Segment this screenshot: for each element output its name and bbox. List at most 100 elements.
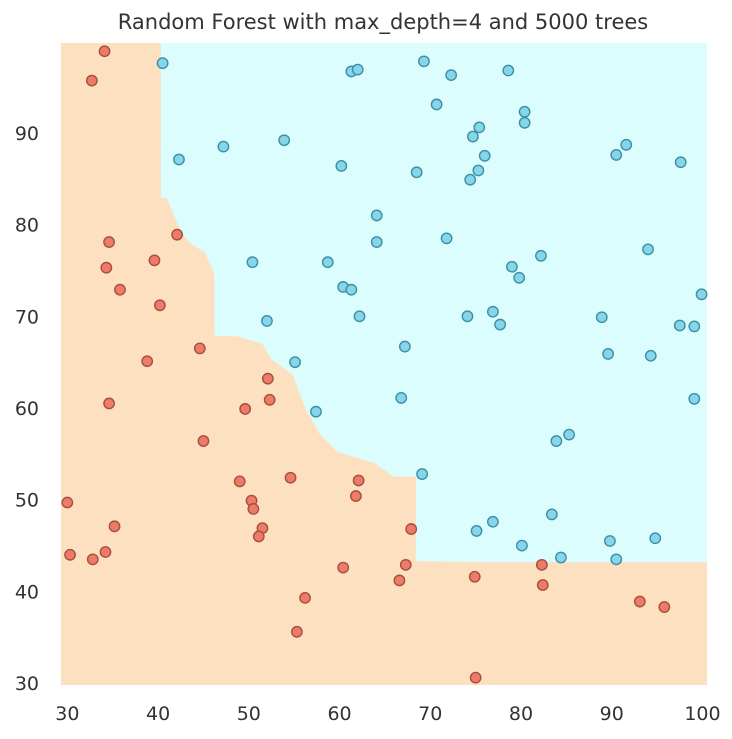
data-point-class-1-51 — [417, 469, 427, 479]
data-point-class-1-15 — [473, 165, 483, 175]
data-point-class-1-50 — [551, 436, 561, 446]
data-point-class-0-10 — [104, 398, 114, 408]
y-tick-label-90: 90 — [15, 123, 39, 145]
data-point-class-1-52 — [471, 526, 481, 536]
data-point-class-1-2 — [218, 141, 228, 151]
data-point-class-1-35 — [462, 311, 472, 321]
y-tick-label-60: 60 — [15, 398, 39, 420]
data-point-class-0-36 — [537, 560, 547, 570]
data-point-class-0-34 — [470, 572, 480, 582]
data-point-class-1-59 — [650, 533, 660, 543]
data-point-class-1-40 — [689, 321, 699, 331]
data-point-class-0-33 — [406, 524, 416, 534]
data-point-class-0-31 — [394, 575, 404, 585]
data-point-class-0-39 — [659, 602, 669, 612]
data-point-class-1-23 — [372, 237, 382, 247]
data-point-class-1-11 — [519, 118, 529, 128]
x-tick-label-30: 30 — [55, 703, 79, 725]
data-point-class-1-14 — [480, 151, 490, 161]
x-tick-label-70: 70 — [418, 703, 442, 725]
data-point-class-1-20 — [611, 150, 621, 160]
x-tick-label-90: 90 — [600, 703, 624, 725]
data-point-class-0-16 — [65, 550, 75, 560]
data-point-class-1-39 — [675, 320, 685, 330]
data-point-class-1-5 — [352, 64, 362, 74]
data-point-class-1-19 — [621, 140, 631, 150]
data-point-class-1-37 — [495, 319, 505, 329]
data-point-class-1-31 — [507, 262, 517, 272]
x-tick-label-60: 60 — [327, 703, 351, 725]
data-point-class-0-24 — [254, 531, 264, 541]
y-tick-label-50: 50 — [15, 490, 39, 512]
data-point-class-1-48 — [689, 394, 699, 404]
decision-regions — [61, 43, 707, 685]
data-point-class-1-7 — [431, 99, 441, 109]
data-point-class-1-22 — [372, 210, 382, 220]
data-point-class-1-38 — [597, 312, 607, 322]
data-point-class-0-22 — [248, 504, 258, 514]
data-point-class-0-35 — [470, 672, 480, 682]
data-point-class-1-58 — [611, 554, 621, 564]
data-point-class-1-8 — [446, 70, 456, 80]
x-tick-label-100: 100 — [684, 703, 720, 725]
data-point-class-1-9 — [503, 65, 513, 75]
data-point-class-0-14 — [198, 436, 208, 446]
data-point-class-1-21 — [675, 157, 685, 167]
data-point-class-1-29 — [354, 311, 364, 321]
data-point-class-0-30 — [292, 627, 302, 637]
data-point-class-0-18 — [100, 547, 110, 557]
data-point-class-1-6 — [419, 56, 429, 66]
data-point-class-0-38 — [635, 596, 645, 606]
data-point-class-1-13 — [468, 131, 478, 141]
x-axis-ticks: 30 40 50 60 70 80 90 100 — [55, 703, 720, 725]
data-point-class-1-46 — [603, 349, 613, 359]
data-point-class-1-42 — [400, 341, 410, 351]
data-point-class-0-5 — [172, 229, 182, 239]
data-point-class-0-4 — [115, 285, 125, 295]
data-point-class-0-2 — [104, 237, 114, 247]
data-point-class-1-24 — [441, 233, 451, 243]
data-point-class-1-3 — [279, 135, 289, 145]
data-point-class-0-26 — [353, 475, 363, 485]
data-point-class-1-16 — [465, 174, 475, 184]
data-point-class-0-17 — [88, 554, 98, 564]
data-point-class-1-45 — [396, 393, 406, 403]
y-tick-label-70: 70 — [15, 306, 39, 328]
data-point-class-1-44 — [311, 406, 321, 416]
data-point-class-1-1 — [174, 154, 184, 164]
data-point-class-1-32 — [514, 273, 524, 283]
data-point-class-0-12 — [263, 373, 273, 383]
data-point-class-0-9 — [195, 343, 205, 353]
data-point-class-1-10 — [519, 107, 529, 117]
data-point-class-0-0 — [99, 46, 109, 56]
y-axis-ticks: 30 40 50 60 70 80 90 — [15, 123, 39, 695]
data-point-class-1-25 — [247, 257, 257, 267]
data-point-class-0-7 — [155, 300, 165, 310]
chart-title: Random Forest with max_depth=4 and 5000 … — [118, 10, 648, 35]
data-point-class-1-18 — [336, 161, 346, 171]
data-point-class-1-47 — [646, 351, 656, 361]
data-point-class-0-3 — [101, 263, 111, 273]
data-point-class-1-53 — [488, 517, 498, 527]
data-point-class-0-27 — [351, 491, 361, 501]
data-point-class-0-13 — [264, 395, 274, 405]
data-point-class-0-8 — [142, 356, 152, 366]
data-point-class-1-28 — [346, 285, 356, 295]
data-point-class-0-1 — [87, 75, 97, 85]
data-point-class-0-28 — [338, 562, 348, 572]
data-point-class-0-25 — [285, 473, 295, 483]
x-tick-label-50: 50 — [237, 703, 261, 725]
data-point-class-1-30 — [262, 316, 272, 326]
data-point-class-1-36 — [488, 307, 498, 317]
data-point-class-0-32 — [401, 560, 411, 570]
x-tick-label-40: 40 — [146, 703, 170, 725]
data-point-class-1-26 — [323, 257, 333, 267]
data-point-class-0-19 — [109, 521, 119, 531]
data-point-class-0-29 — [300, 593, 310, 603]
data-point-class-0-20 — [235, 476, 245, 486]
data-point-class-1-43 — [290, 357, 300, 367]
data-point-class-0-15 — [62, 497, 72, 507]
data-point-class-1-56 — [556, 552, 566, 562]
data-point-class-1-33 — [536, 251, 546, 261]
